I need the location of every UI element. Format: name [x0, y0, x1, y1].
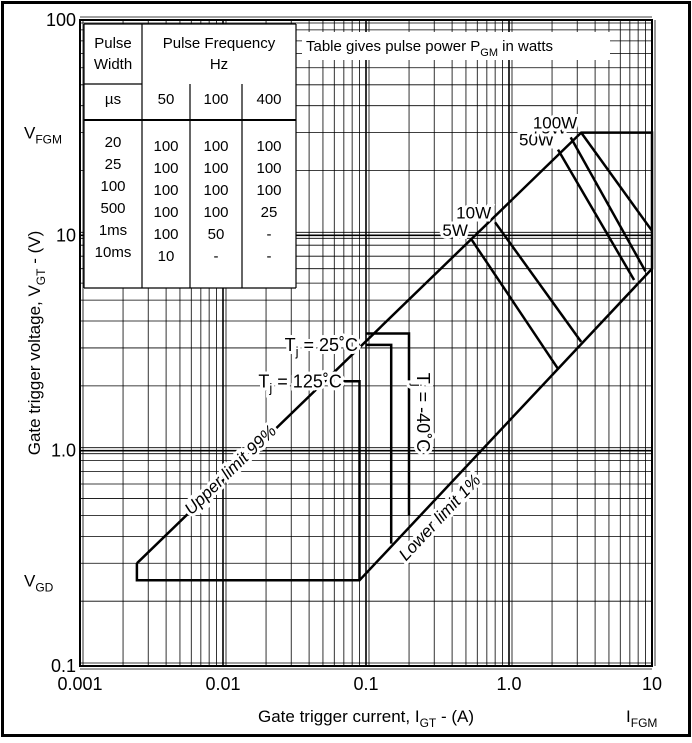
table-cell: -	[267, 226, 272, 243]
temp-label-minus40: Tj = -40˚C	[409, 373, 433, 452]
plot-area-border	[79, 19, 653, 667]
power-line-10w	[494, 221, 583, 343]
table-cell: 25	[261, 204, 278, 221]
power-label-100w-group: 100W	[530, 111, 580, 136]
table-frequency-header: 100	[203, 91, 228, 108]
power-label-75w: 75W	[532, 118, 567, 137]
y-extra-label-fgm: VFGM	[24, 124, 62, 147]
table-cell: 100	[203, 182, 228, 199]
data-marks	[135, 131, 654, 582]
table-row-width: 20	[105, 134, 122, 151]
power-label-10w-group: 10W	[453, 200, 494, 225]
power-label-75w-group: 75W	[529, 115, 570, 140]
power-label-10w: 10W	[456, 203, 491, 222]
power-label-50w-group: 50W	[516, 128, 557, 153]
temp-label-125-group: Tj = 125˚C	[255, 368, 344, 398]
table-frequency-header: 400	[256, 91, 281, 108]
table-row-width: 25	[105, 156, 122, 173]
table-cell: 100	[203, 160, 228, 177]
x-extra-label-ifgm: IFGM	[626, 707, 657, 730]
temp-label-minus40-group: Tj = -40˚C	[406, 370, 436, 455]
table-header-width: Pulse	[94, 35, 132, 52]
table-row-width: 10ms	[95, 244, 132, 261]
power-label-5w: 5W	[442, 221, 468, 240]
table-cell: -	[214, 248, 219, 265]
y-tick-label: 10	[56, 225, 76, 245]
upper-limit-label: Upper limit 99%	[181, 421, 280, 518]
x-tick-label: 1.0	[496, 674, 521, 694]
power-label-100w: 100W	[533, 114, 577, 133]
table-cell: 100	[153, 182, 178, 199]
y-axis-label: Gate trigger voltage, VGT - (V)	[25, 231, 48, 456]
table-cell: 100	[256, 182, 281, 199]
y-tick-label: 100	[46, 10, 76, 30]
temperature-curve-1	[343, 380, 361, 581]
x-tick-label: 0.001	[57, 674, 102, 694]
x-tick-label: 10	[642, 674, 662, 694]
table-cell: 100	[203, 138, 228, 155]
table-cell: 100	[256, 160, 281, 177]
table-header-hz: Hz	[210, 56, 228, 73]
temp-label-25: Tj = 25˚C	[285, 335, 358, 359]
power-line-75w	[569, 136, 647, 273]
table-cell: 100	[203, 204, 228, 221]
temperature-curve-0	[366, 332, 411, 516]
table-frequency-header: 50	[158, 91, 175, 108]
table-cell: 100	[153, 226, 178, 243]
x-axis-label: Gate trigger current, IGT - (A)	[258, 707, 474, 730]
pulse-table: Pulse Width Pulse Frequency Hz µs 50 100 400 20 1…	[83, 23, 610, 289]
y-tick-label: 1.0	[51, 441, 76, 461]
temp-label-25-group: Tj = 25˚C	[282, 332, 361, 362]
y-tick-label: 0.1	[51, 656, 76, 676]
power-label-50w: 50W	[519, 131, 554, 150]
upper-limit-label-group: Upper limit 99%	[178, 418, 283, 521]
x-tick-label: 0.1	[353, 674, 378, 694]
table-header-width: Width	[94, 56, 132, 73]
table-row-width: 1ms	[99, 222, 127, 239]
power-line-5w	[470, 239, 560, 370]
table-cell: 100	[256, 138, 281, 155]
table-header-unit: µs	[105, 91, 121, 108]
table-note-background	[302, 32, 610, 60]
table-row-width: 100	[100, 178, 125, 195]
temperature-curve-2	[366, 343, 393, 544]
table-cell: 100	[153, 138, 178, 155]
table-cell: -	[267, 248, 272, 265]
x-tick-label: 0.01	[205, 674, 240, 694]
tick-labels: 0.001 0.01 0.1 1.0 10 0.1 1.0 10 100 IFGM VFGM VGD	[24, 10, 662, 730]
power-line-100w	[580, 131, 654, 232]
table-cell: 100	[153, 160, 178, 177]
y-extra-label-gd: VGD	[24, 571, 54, 594]
power-line-50w	[556, 148, 636, 281]
table-header-frequency: Pulse Frequency	[163, 35, 276, 52]
table-cell: 10	[158, 248, 175, 265]
table-cell: 50	[208, 226, 225, 243]
table-cell: 100	[153, 204, 178, 221]
table-row-width: 500	[100, 200, 125, 217]
table-note: Table gives pulse power PGM in watts	[306, 38, 553, 59]
temp-label-125: Tj = 125˚C	[258, 371, 341, 395]
power-label-5w-group: 5W	[439, 218, 471, 243]
